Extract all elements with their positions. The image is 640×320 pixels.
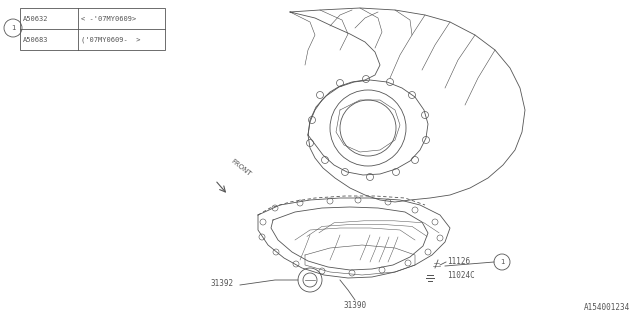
- Text: 1: 1: [500, 259, 504, 265]
- Text: 11024C: 11024C: [447, 271, 475, 281]
- Text: FRONT: FRONT: [230, 158, 252, 178]
- Text: 1: 1: [11, 25, 15, 31]
- Bar: [20, 8, 165, 50]
- Text: 11126: 11126: [447, 258, 470, 267]
- Text: A154001234: A154001234: [584, 303, 630, 312]
- Text: 31392: 31392: [210, 278, 233, 287]
- Text: 31390: 31390: [344, 300, 367, 309]
- Text: < -'07MY0609>: < -'07MY0609>: [81, 15, 136, 21]
- Text: A50632: A50632: [23, 15, 49, 21]
- Text: A50683: A50683: [23, 36, 49, 43]
- Text: ('07MY0609-  >: ('07MY0609- >: [81, 36, 141, 43]
